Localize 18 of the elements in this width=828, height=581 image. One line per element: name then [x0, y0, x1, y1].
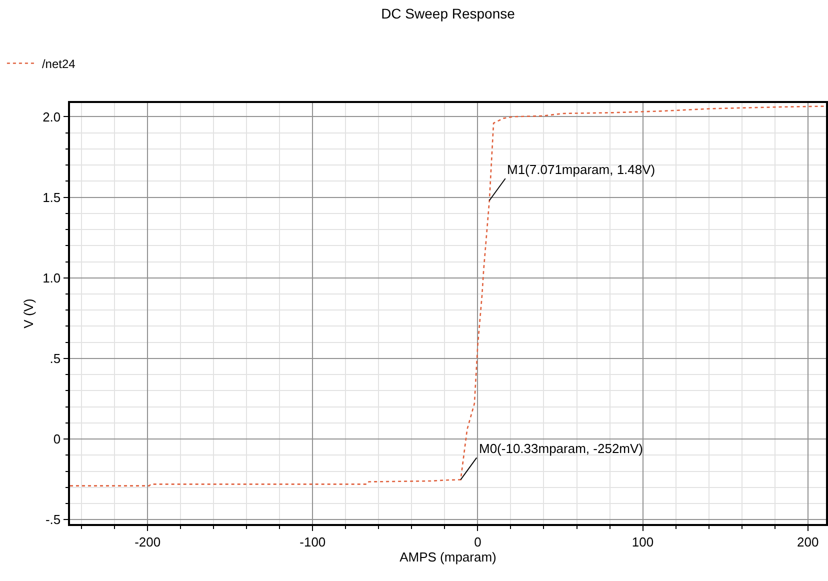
y-axis-title: V (V): [21, 298, 36, 328]
y-tick-label: 1.0: [42, 270, 61, 286]
x-tick-label: 100: [632, 534, 654, 550]
y-tick-label: 1.5: [42, 190, 61, 205]
line-series: [70, 106, 826, 486]
y-tick-label: .5: [50, 351, 61, 366]
x-tick-label: 0: [474, 534, 482, 550]
x-tick-label: 200: [796, 534, 819, 550]
x-tick-label: -100: [300, 534, 326, 550]
legend-label: /net24: [42, 56, 76, 71]
y-tick-label: -.5: [45, 512, 61, 528]
chart-title: DC Sweep Response: [381, 6, 516, 22]
y-tick-label: 0: [53, 432, 61, 447]
x-tick-label: -200: [134, 534, 161, 550]
x-axis-title: AMPS (mparam): [400, 549, 496, 564]
y-tick-label: 2.0: [42, 109, 61, 124]
annotation: M1(7.071mparam, 1.48V): [507, 162, 656, 177]
annotation: M0(-10.33mparam, -252mV): [479, 441, 643, 456]
